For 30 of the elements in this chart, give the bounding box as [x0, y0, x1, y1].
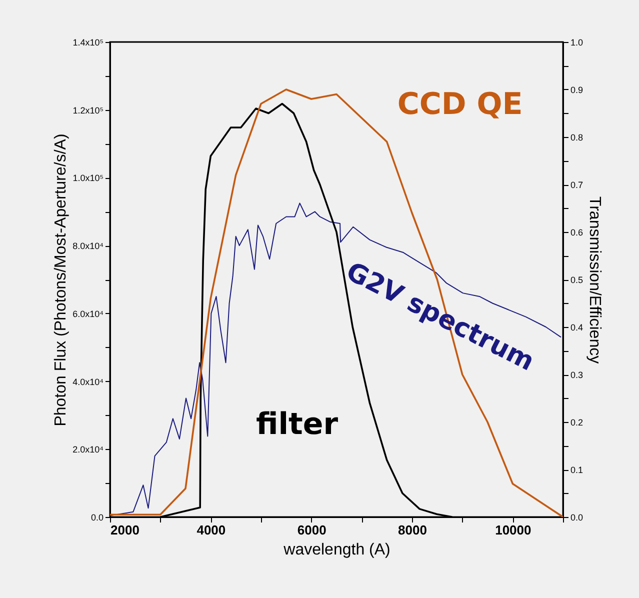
y-tick-label: 1.2x10⁵: [72, 105, 104, 116]
x-tick-label: 10000: [495, 522, 532, 538]
y-tick-label: 6.0x10⁴: [72, 308, 104, 319]
y2-tick-label: 0.9: [570, 85, 584, 95]
y2-tick-label: 0.0: [570, 512, 584, 522]
series-label: filter: [256, 407, 338, 442]
y2-tick-label: 1.0: [570, 38, 584, 48]
y2-tick-label: 0.7: [570, 180, 584, 190]
y2-tick-label: 0.1: [570, 465, 584, 475]
y-tick-label: 2.0x10⁴: [72, 444, 104, 455]
y-axis-title: Photon Flux (Photons/Most-Aperture/s/A): [52, 134, 70, 426]
x-axis-title: wavelength (A): [282, 542, 390, 558]
x-tick-label: 6000: [297, 522, 326, 538]
y-tick-label: 0.0: [90, 512, 104, 522]
y-tick-label: 4.0x10⁴: [72, 376, 104, 387]
y-tick-label: 1.4x10⁵: [72, 38, 104, 48]
x-tick-label: 8000: [398, 522, 427, 538]
y-tick-label: 8.0x10⁴: [72, 241, 104, 252]
y2-tick-label: 0.4: [570, 322, 584, 332]
y2-axis-title: Transmission/Efficiency: [586, 196, 604, 364]
series-label: CCD QE: [397, 87, 523, 122]
x-tick-label: 2000: [110, 522, 140, 538]
line-series: [110, 202, 562, 516]
y2-tick-label: 0.8: [570, 132, 584, 142]
y2-tick-label: 0.2: [570, 418, 584, 428]
y2-tick-label: 0.5: [570, 275, 584, 285]
y2-tick-label: 0.3: [570, 370, 584, 380]
x-tick-label: 4000: [196, 522, 226, 538]
y2-tick-label: 0.6: [570, 228, 584, 238]
y-tick-label: 1.0x10⁵: [72, 173, 104, 184]
